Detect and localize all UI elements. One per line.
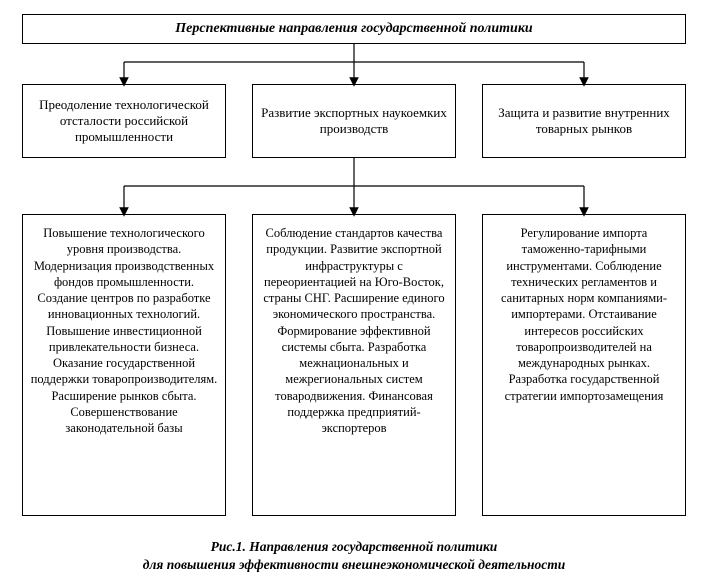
figure-caption: Рис.1. Направления государственной полит…	[0, 538, 708, 574]
bottom-text-0: Повышение технологического уровня произв…	[29, 225, 219, 436]
top-title-box: Перспективные направления государственно…	[22, 14, 686, 44]
mid-text-0: Преодоление технологической отсталости р…	[29, 97, 219, 146]
top-title-text: Перспективные направления государственно…	[29, 21, 679, 37]
bottom-text-1: Соблюдение стандартов качества продукции…	[259, 225, 449, 436]
bottom-box-0: Повышение технологического уровня произв…	[22, 214, 226, 516]
mid-text-2: Защита и развитие внутренних товарных ры…	[489, 105, 679, 138]
bottom-text-2: Регулирование импорта таможенно-тарифным…	[489, 225, 679, 404]
mid-box-0: Преодоление технологической отсталости р…	[22, 84, 226, 158]
caption-line-2: для повышения эффективности внешнеэконом…	[143, 557, 566, 572]
mid-box-2: Защита и развитие внутренних товарных ры…	[482, 84, 686, 158]
bottom-box-1: Соблюдение стандартов качества продукции…	[252, 214, 456, 516]
mid-box-1: Развитие экспортных наукоемких производс…	[252, 84, 456, 158]
bottom-box-2: Регулирование импорта таможенно-тарифным…	[482, 214, 686, 516]
mid-text-1: Развитие экспортных наукоемких производс…	[259, 105, 449, 138]
caption-line-1: Рис.1. Направления государственной полит…	[211, 539, 498, 554]
